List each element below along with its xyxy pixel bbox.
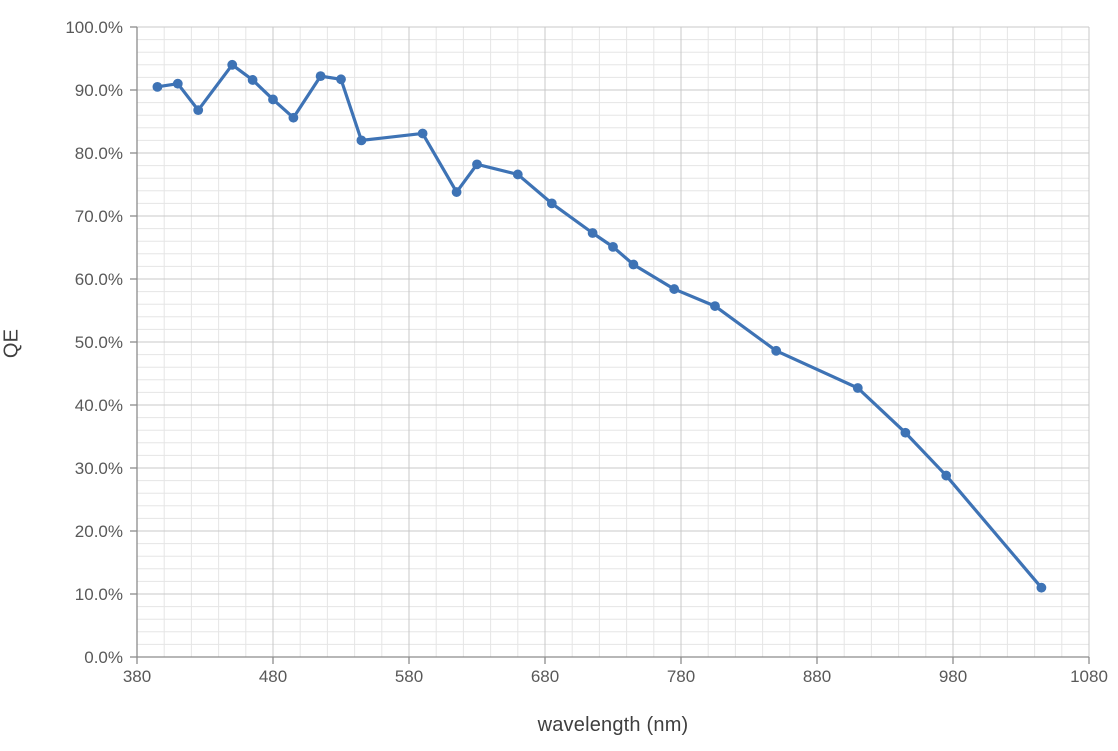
qe-data-point xyxy=(669,284,680,294)
qe-data-point xyxy=(608,241,618,252)
x-tick-label: 780 xyxy=(667,667,695,686)
qe-data-point xyxy=(451,187,462,197)
qe-data-point xyxy=(193,105,204,116)
x-tick-label: 1080 xyxy=(1070,667,1108,686)
qe-data-point xyxy=(172,78,183,89)
x-tick-label: 380 xyxy=(123,667,151,686)
qe-data-point xyxy=(227,59,238,70)
qe-data-point xyxy=(710,301,720,311)
y-tick-label: 40.0% xyxy=(75,396,123,415)
qe-data-point xyxy=(472,159,482,170)
qe-data-point xyxy=(315,71,326,82)
qe-data-point xyxy=(288,112,299,123)
y-tick-label: 80.0% xyxy=(75,144,123,163)
qe-data-point xyxy=(900,427,911,438)
qe-data-point xyxy=(152,81,163,92)
qe-data-point xyxy=(628,259,639,270)
y-tick-label: 100.0% xyxy=(65,18,123,37)
y-tick-label: 50.0% xyxy=(75,333,123,352)
qe-data-point xyxy=(941,470,952,481)
qe-data-point xyxy=(417,128,428,139)
x-tick-label: 980 xyxy=(939,667,967,686)
y-tick-label: 60.0% xyxy=(75,270,123,289)
y-tick-label: 90.0% xyxy=(75,81,123,100)
qe-data-point xyxy=(1036,582,1047,593)
y-tick-label: 20.0% xyxy=(75,522,123,541)
qe-data-point xyxy=(771,345,782,356)
qe-data-point xyxy=(268,94,278,105)
qe-data-point xyxy=(587,228,598,238)
x-tick-label: 680 xyxy=(531,667,559,686)
y-tick-label: 70.0% xyxy=(75,207,123,226)
qe-data-point xyxy=(512,169,523,180)
x-tick-label: 580 xyxy=(395,667,423,686)
qe-data-point xyxy=(546,198,557,209)
y-tick-label: 0.0% xyxy=(84,648,123,667)
qe-data-point xyxy=(336,74,346,85)
x-tick-label: 880 xyxy=(803,667,831,686)
x-tick-label: 480 xyxy=(259,667,287,686)
y-tick-label: 10.0% xyxy=(75,585,123,604)
x-axis-title: wavelength (nm) xyxy=(537,714,689,736)
qe-data-point xyxy=(356,135,367,146)
qe-data-point xyxy=(247,75,258,85)
y-axis-title: QE xyxy=(0,328,23,359)
y-tick-label: 30.0% xyxy=(75,459,123,478)
qe-data-point xyxy=(852,383,863,393)
